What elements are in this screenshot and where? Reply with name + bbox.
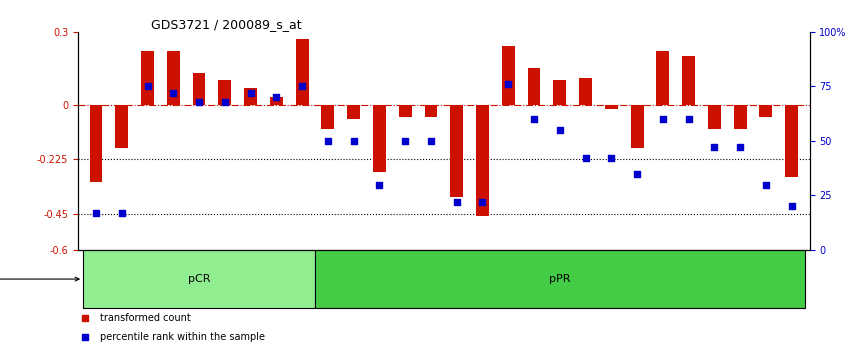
Bar xyxy=(115,104,128,148)
Point xyxy=(759,182,772,187)
Point xyxy=(89,210,103,216)
Point xyxy=(475,199,489,205)
Point xyxy=(192,99,206,104)
Bar xyxy=(315,250,805,308)
Bar xyxy=(218,80,231,104)
Point xyxy=(115,210,129,216)
Bar xyxy=(630,104,643,148)
Bar xyxy=(89,104,102,182)
Text: GDS3721 / 200089_s_at: GDS3721 / 200089_s_at xyxy=(152,18,301,31)
Bar xyxy=(244,87,257,104)
Point xyxy=(734,145,747,150)
Bar xyxy=(682,56,695,104)
Point xyxy=(269,95,283,100)
Point xyxy=(682,116,695,122)
Point xyxy=(78,315,92,321)
Point xyxy=(578,155,592,161)
Bar xyxy=(373,104,386,172)
Bar xyxy=(321,104,334,129)
Bar xyxy=(347,104,360,119)
Text: pCR: pCR xyxy=(188,274,210,284)
Point xyxy=(346,138,360,144)
Point xyxy=(321,138,335,144)
Point xyxy=(785,204,798,209)
Point xyxy=(501,81,515,87)
Point xyxy=(630,171,644,177)
Point xyxy=(243,90,257,96)
Bar xyxy=(501,46,514,104)
Bar xyxy=(450,104,463,197)
Point xyxy=(424,138,438,144)
Point xyxy=(398,138,412,144)
Text: transformed count: transformed count xyxy=(100,313,191,323)
Bar xyxy=(708,104,721,129)
Point xyxy=(166,90,180,96)
Point xyxy=(78,335,92,340)
Bar xyxy=(192,73,205,104)
Point xyxy=(527,116,541,122)
Point xyxy=(604,155,618,161)
Bar xyxy=(167,51,180,104)
Bar xyxy=(295,39,308,104)
Text: percentile rank within the sample: percentile rank within the sample xyxy=(100,332,265,342)
Point xyxy=(140,84,154,89)
Bar xyxy=(579,78,592,104)
Text: disease state: disease state xyxy=(0,274,79,284)
Bar xyxy=(398,104,411,117)
Point xyxy=(295,84,309,89)
Bar xyxy=(141,51,154,104)
Point xyxy=(449,199,463,205)
Point xyxy=(656,116,669,122)
Bar xyxy=(270,97,283,104)
Text: pPR: pPR xyxy=(549,274,571,284)
Point xyxy=(553,127,566,133)
Bar xyxy=(604,104,617,109)
Bar xyxy=(759,104,772,117)
Bar xyxy=(527,68,540,104)
Bar xyxy=(83,250,315,308)
Point xyxy=(708,145,721,150)
Bar xyxy=(476,104,489,216)
Point xyxy=(372,182,386,187)
Point xyxy=(218,99,232,104)
Bar xyxy=(656,51,669,104)
Bar xyxy=(424,104,437,117)
Bar xyxy=(553,80,566,104)
Bar xyxy=(734,104,746,129)
Bar xyxy=(785,104,798,177)
